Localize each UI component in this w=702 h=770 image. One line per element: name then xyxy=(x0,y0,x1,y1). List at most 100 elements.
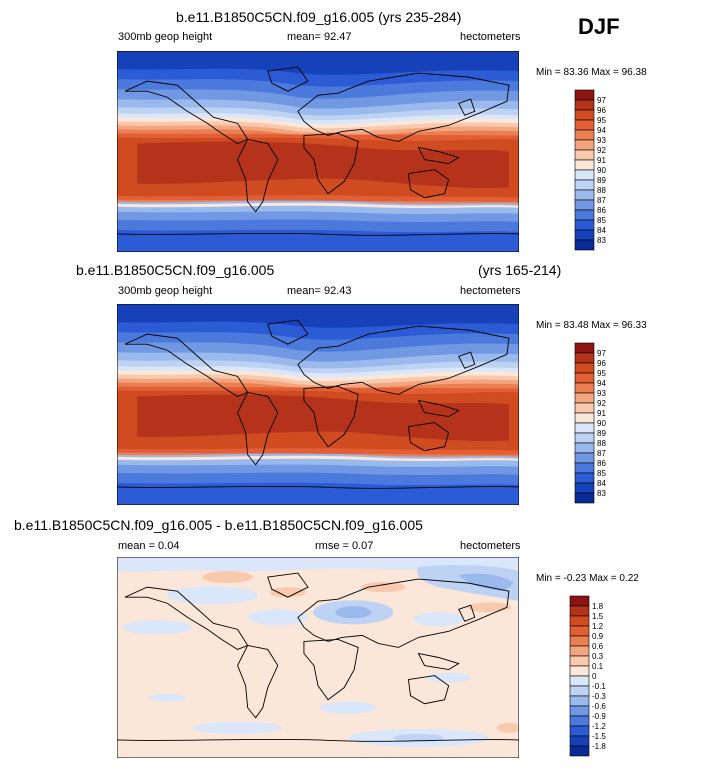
panel1-colorbar-label: 93 xyxy=(597,136,606,145)
panel1-colorbar-swatch xyxy=(574,209,595,221)
panel3-colorbar-swatch xyxy=(569,655,590,667)
panel1-colorbar-label: 97 xyxy=(597,96,606,105)
panel1-colorbar-swatch xyxy=(574,159,595,171)
panel1-colorbar-label: 84 xyxy=(597,226,606,235)
panel2-colorbar-swatch xyxy=(574,402,595,414)
panel1-colorbar-swatches xyxy=(574,89,595,251)
panel3-colorbar-swatches xyxy=(569,595,590,757)
panel2-title: b.e11.B1850C5CN.f09_g16.005 xyxy=(76,262,275,278)
panel2-colorbar-label: 95 xyxy=(597,369,606,378)
panel3-colorbar-label: -1.5 xyxy=(592,732,606,741)
panel3-colorbar-label: 1.5 xyxy=(592,612,604,621)
panel3-colorbar-label: -0.3 xyxy=(592,692,606,701)
panel2-colorbar-swatch xyxy=(574,462,595,474)
panel3-colorbar-label: 0.6 xyxy=(592,642,604,651)
panel1-mean-label: mean= 92.47 xyxy=(287,31,352,43)
panel1-variable-label: 300mb geop height xyxy=(118,31,213,43)
panel1-colorbar-label: 87 xyxy=(597,196,606,205)
season-label: DJF xyxy=(578,14,620,39)
panel1-colorbar-swatch xyxy=(574,89,595,101)
panel1-colorbar-swatch xyxy=(574,109,595,121)
panel1-colorbar-swatch xyxy=(574,99,595,111)
panel3-colorbar-swatch xyxy=(569,605,590,617)
panel3-mean-label: mean = 0.04 xyxy=(118,540,180,552)
panel2-colorbar-label: 84 xyxy=(597,479,606,488)
panel1-title: b.e11.B1850C5CN.f09_g16.005 (yrs 235-284… xyxy=(176,9,462,25)
panel2-colorbar-label: 93 xyxy=(597,389,606,398)
panel1-colorbar-label: 86 xyxy=(597,206,606,215)
panel3-colorbar-label: 0.9 xyxy=(592,632,604,641)
panel2-colorbar-swatch xyxy=(574,432,595,444)
panel2-colorbar-label: 97 xyxy=(597,349,606,358)
panel1-colorbar-label: 95 xyxy=(597,116,606,125)
panel2-map xyxy=(117,304,519,505)
panel2-colorbar-swatch xyxy=(574,372,595,384)
panel2-colorbar-swatch xyxy=(574,472,595,484)
panel2-colorbar-swatch xyxy=(574,342,595,354)
panel3-colorbar-swatch xyxy=(569,745,590,757)
panel3-colorbar-swatch xyxy=(569,735,590,747)
panel1-colorbar-label: 83 xyxy=(597,236,606,245)
panel3-colorbar-label: 0.1 xyxy=(592,662,604,671)
panel3-colorbar-swatch xyxy=(569,645,590,657)
panel1-colorbar-label: 88 xyxy=(597,186,606,195)
panel3-colorbar-label: 1.2 xyxy=(592,622,604,631)
panel3-colorbar-swatch xyxy=(569,705,590,717)
panel2-years-label: (yrs 165-214) xyxy=(478,262,562,278)
panel3-colorbar-swatch xyxy=(569,625,590,637)
panel3-title: b.e11.B1850C5CN.f09_g16.005 - b.e11.B185… xyxy=(14,517,423,533)
panel3-colorbar-swatch xyxy=(569,615,590,627)
panel2-colorbar-swatch xyxy=(574,392,595,404)
panel2-colorbar-swatch xyxy=(574,492,595,504)
panel2-minmax-label: Min = 83.48 Max = 96.33 xyxy=(536,320,647,331)
panel3-colorbar-swatch xyxy=(569,725,590,737)
panel3-colorbar-label: -0.1 xyxy=(592,682,606,691)
panel1-colorbar-swatch xyxy=(574,139,595,151)
panel1-colorbar-label: 91 xyxy=(597,156,606,165)
panel3-colorbar-label: -0.6 xyxy=(592,702,606,711)
panel2-colorbar-label: 89 xyxy=(597,429,606,438)
panel1-map xyxy=(117,51,519,252)
panel1-colorbar-swatch xyxy=(574,199,595,211)
panel3-colorbar: 1.81.51.20.90.60.30.10-0.1-0.3-0.6-0.9-1… xyxy=(569,595,606,757)
panel2-colorbar-swatch xyxy=(574,352,595,364)
panel2-colorbar-label: 87 xyxy=(597,449,606,458)
panel1-colorbar-label: 85 xyxy=(597,216,606,225)
panel2-colorbar-swatch xyxy=(574,362,595,374)
panel2-colorbar-label: 90 xyxy=(597,419,606,428)
panel2-colorbar-label: 94 xyxy=(597,379,606,388)
panel2-colorbar-swatch xyxy=(574,382,595,394)
panel2-colorbar-swatches xyxy=(574,342,595,504)
panel1-colorbar-swatch xyxy=(574,189,595,201)
panel2-variable-label: 300mb geop height xyxy=(118,285,213,297)
panel1-colorbar-label: 92 xyxy=(597,146,606,155)
panel1-minmax-label: Min = 83.36 Max = 96.38 xyxy=(536,67,647,78)
panel3-map xyxy=(117,557,519,758)
panel1-colorbar-label: 96 xyxy=(597,106,606,115)
panel1-colorbar-swatch xyxy=(574,169,595,181)
panel3-colorbar-swatch xyxy=(569,595,590,607)
panel1-colorbar-label: 94 xyxy=(597,126,606,135)
panel2-colorbar-swatch xyxy=(574,442,595,454)
panel1-units-label: hectometers xyxy=(460,31,521,43)
panel2-colorbar-swatch xyxy=(574,482,595,494)
panel1-colorbar-swatch xyxy=(574,179,595,191)
panel1-colorbar-swatch xyxy=(574,119,595,131)
panel2-colorbar-label: 83 xyxy=(597,489,606,498)
panel1-colorbar-swatch xyxy=(574,229,595,241)
panel3-colorbar-label: -1.8 xyxy=(592,742,606,751)
panel2-colorbar-label: 86 xyxy=(597,459,606,468)
panel2-colorbar-label: 91 xyxy=(597,409,606,418)
panel2-colorbar-label: 85 xyxy=(597,469,606,478)
panel3-colorbar-label: 0.3 xyxy=(592,652,604,661)
panel2-mean-label: mean= 92.43 xyxy=(287,285,352,297)
panel2-units-label: hectometers xyxy=(460,285,521,297)
panel3-colorbar-swatch xyxy=(569,715,590,727)
panel3-rmse-label: rmse = 0.07 xyxy=(315,540,374,552)
panel1-colorbar-swatch xyxy=(574,219,595,231)
panel1-colorbar-swatch xyxy=(574,129,595,141)
panel3-colorbar-labels: 1.81.51.20.90.60.30.10-0.1-0.3-0.6-0.9-1… xyxy=(592,602,606,751)
panel3-minmax-label: Min = -0.23 Max = 0.22 xyxy=(536,573,639,584)
